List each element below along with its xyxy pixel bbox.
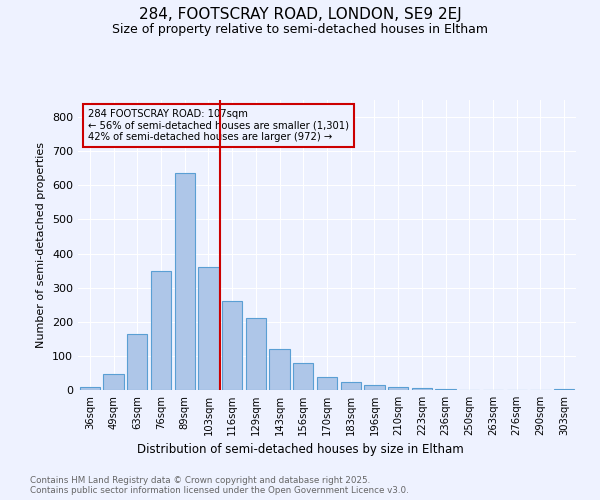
- Bar: [103, 374, 124, 390]
- Bar: [80, 386, 100, 390]
- Text: Contains HM Land Registry data © Crown copyright and database right 2025.
Contai: Contains HM Land Registry data © Crown c…: [30, 476, 409, 495]
- Bar: [127, 334, 148, 390]
- Bar: [175, 174, 195, 390]
- Bar: [151, 270, 171, 390]
- Text: Size of property relative to semi-detached houses in Eltham: Size of property relative to semi-detach…: [112, 22, 488, 36]
- Bar: [554, 389, 574, 390]
- Bar: [341, 382, 361, 390]
- Text: 284, FOOTSCRAY ROAD, LONDON, SE9 2EJ: 284, FOOTSCRAY ROAD, LONDON, SE9 2EJ: [139, 8, 461, 22]
- Text: 284 FOOTSCRAY ROAD: 107sqm
← 56% of semi-detached houses are smaller (1,301)
42%: 284 FOOTSCRAY ROAD: 107sqm ← 56% of semi…: [88, 108, 349, 142]
- Y-axis label: Number of semi-detached properties: Number of semi-detached properties: [37, 142, 46, 348]
- Bar: [293, 362, 313, 390]
- Text: Distribution of semi-detached houses by size in Eltham: Distribution of semi-detached houses by …: [137, 442, 463, 456]
- Bar: [364, 385, 385, 390]
- Bar: [246, 318, 266, 390]
- Bar: [269, 349, 290, 390]
- Bar: [412, 388, 432, 390]
- Bar: [388, 386, 408, 390]
- Bar: [199, 267, 218, 390]
- Bar: [317, 377, 337, 390]
- Bar: [222, 302, 242, 390]
